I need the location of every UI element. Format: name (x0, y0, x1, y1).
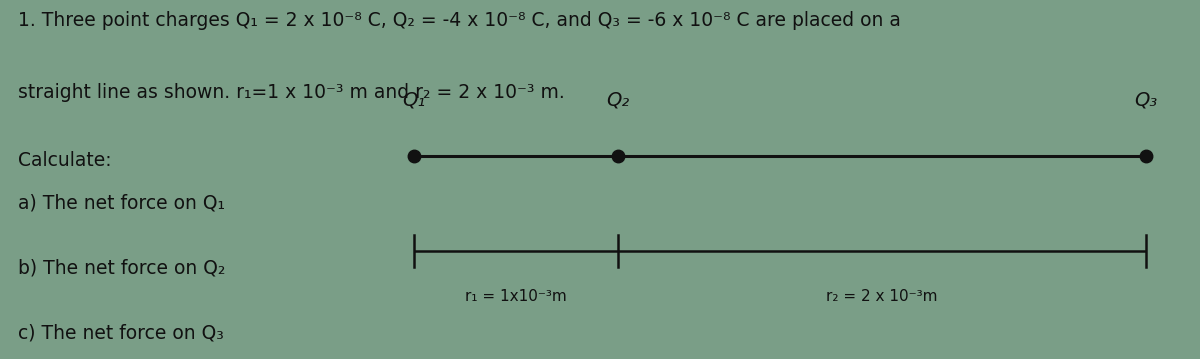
Text: 1. Three point charges Q₁ = 2 x 10⁻⁸ C, Q₂ = -4 x 10⁻⁸ C, and Q₃ = -6 x 10⁻⁸ C a: 1. Three point charges Q₁ = 2 x 10⁻⁸ C, … (18, 11, 901, 30)
Text: r₁ = 1x10⁻³m: r₁ = 1x10⁻³m (466, 289, 566, 304)
Text: Calculate:: Calculate: (18, 151, 112, 170)
Text: straight line as shown. r₁=1 x 10⁻³ m and r₂ = 2 x 10⁻³ m.: straight line as shown. r₁=1 x 10⁻³ m an… (18, 83, 565, 102)
Text: c) The net force on Q₃: c) The net force on Q₃ (18, 323, 224, 342)
Text: a) The net force on Q₁: a) The net force on Q₁ (18, 194, 226, 213)
Text: Q₃: Q₃ (1134, 90, 1158, 109)
Text: b) The net force on Q₂: b) The net force on Q₂ (18, 258, 226, 278)
Text: Q₁: Q₁ (402, 90, 426, 109)
Text: Q₂: Q₂ (606, 90, 630, 109)
Text: r₂ = 2 x 10⁻³m: r₂ = 2 x 10⁻³m (827, 289, 937, 304)
